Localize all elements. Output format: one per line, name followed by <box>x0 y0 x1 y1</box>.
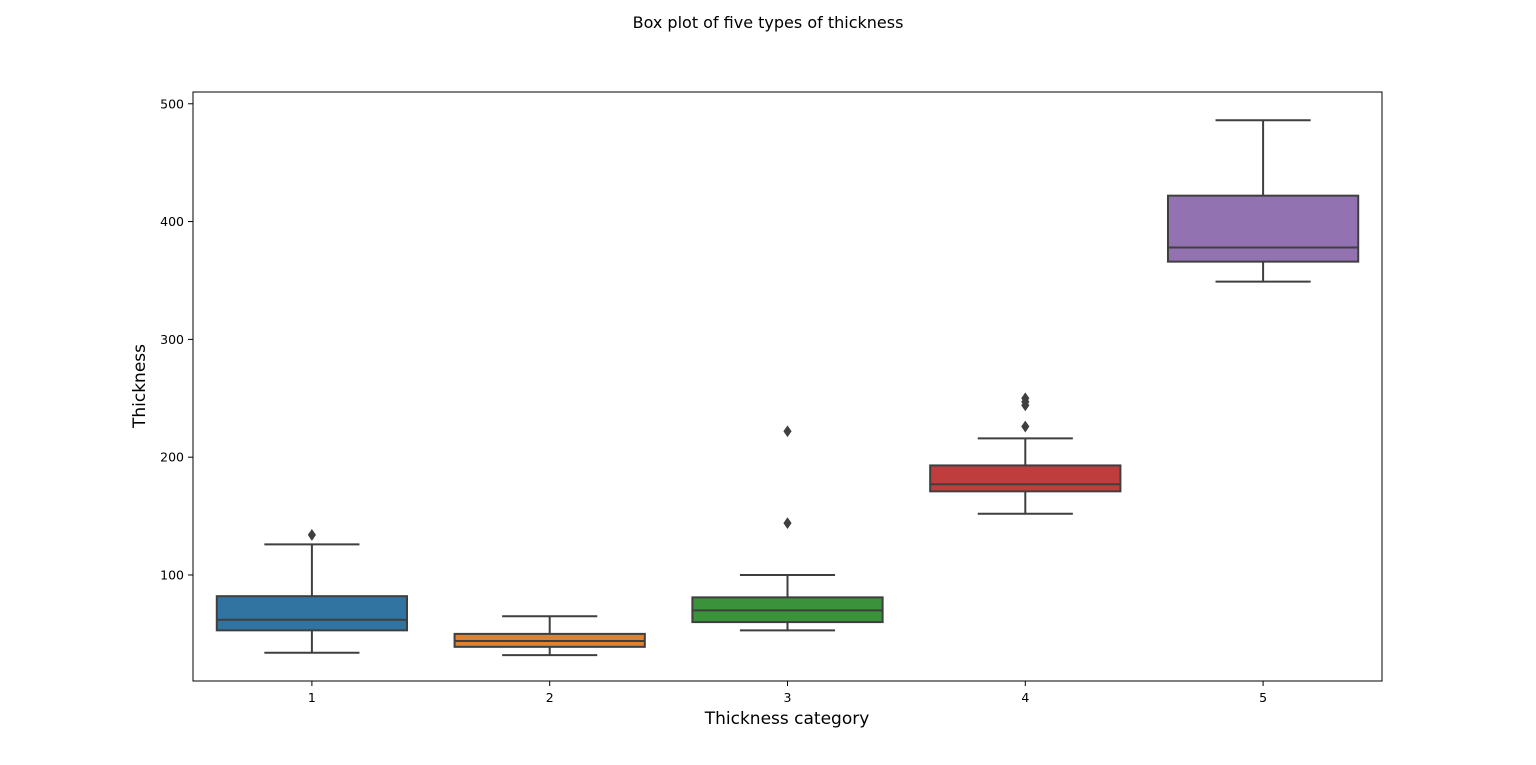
box-1 <box>215 595 409 632</box>
x-tick-label-1: 1 <box>308 690 316 705</box>
chart-title: Box plot of five types of thickness <box>633 13 904 32</box>
outlier-4-3 <box>1021 392 1030 405</box>
box-group-3 <box>691 425 884 632</box>
outlier-3-0 <box>783 517 792 530</box>
box-group-2 <box>453 615 646 657</box>
y-tick-label-200: 200 <box>160 450 184 465</box>
x-axis-label: Thickness category <box>704 709 870 729</box>
y-tick-label-400: 400 <box>160 214 184 229</box>
x-tick-label-2: 2 <box>546 690 554 705</box>
y-tick-label-300: 300 <box>160 332 184 347</box>
box-group-1 <box>215 529 409 654</box>
outlier-1-0 <box>307 529 316 541</box>
box-4 <box>929 464 1122 493</box>
plot-area <box>215 119 1360 657</box>
x-tick-label-4: 4 <box>1021 690 1029 705</box>
outlier-4-0 <box>1021 420 1030 433</box>
box-5 <box>1166 194 1360 263</box>
outlier-3-1 <box>783 425 792 438</box>
x-axis: 1 2 3 4 5 <box>308 681 1267 705</box>
y-axis-label: Thickness <box>130 344 150 429</box>
y-tick-label-500: 500 <box>160 96 184 111</box>
box-group-5 <box>1166 119 1360 283</box>
x-tick-label-5: 5 <box>1259 690 1267 705</box>
y-axis: 100 200 300 400 500 <box>160 96 193 582</box>
x-tick-label-3: 3 <box>784 690 792 705</box>
y-tick-label-100: 100 <box>160 567 184 582</box>
box-group-4 <box>929 392 1122 515</box>
